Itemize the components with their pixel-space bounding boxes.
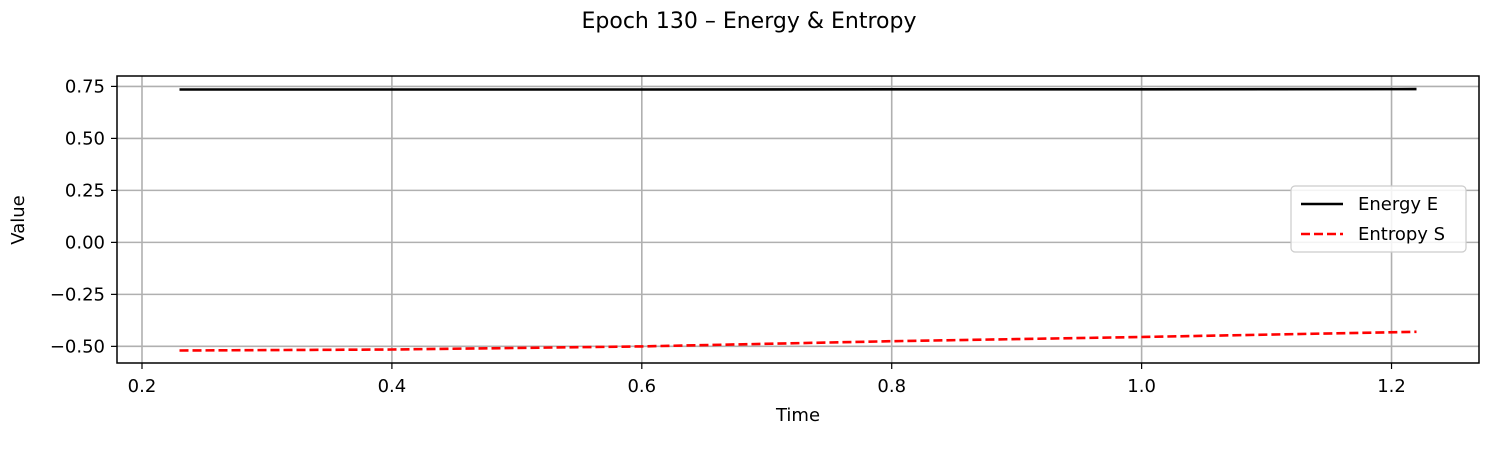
series-layer (179, 87, 1417, 352)
legend-label: Energy E (1358, 194, 1438, 215)
plot-frame (116, 75, 1480, 364)
x-tick-label: 1.0 (1127, 376, 1156, 397)
chart-title: Epoch 130 – Energy & Entropy (582, 9, 917, 34)
y-axis: 0.75 0.50 0.25 0.00 −0.25 −0.50 (50, 76, 117, 357)
x-tick-label: 0.8 (877, 376, 906, 397)
x-tick-label: 0.6 (627, 376, 656, 397)
y-tick-label: −0.50 (50, 336, 105, 357)
x-axis-label: Time (775, 405, 820, 426)
legend-box (1290, 185, 1467, 253)
x-axis: 0.2 0.4 0.6 0.8 1.0 1.2 (128, 363, 1406, 397)
series-line-1 (179, 330, 1417, 352)
y-axis-label: Value (8, 195, 29, 244)
y-tick-label: 0.75 (65, 76, 105, 97)
y-tick-label: 0.00 (65, 232, 105, 253)
x-tick-label: 0.4 (378, 376, 407, 397)
x-tick-label: 0.2 (128, 376, 157, 397)
x-tick-label: 1.2 (1377, 376, 1406, 397)
legend: Energy E Entropy S (1290, 185, 1467, 253)
y-tick-label: −0.25 (50, 284, 105, 305)
y-tick-label: 0.50 (65, 128, 105, 149)
grid (117, 76, 1479, 363)
legend-label: Entropy S (1358, 224, 1445, 245)
y-tick-label: 0.25 (65, 180, 105, 201)
